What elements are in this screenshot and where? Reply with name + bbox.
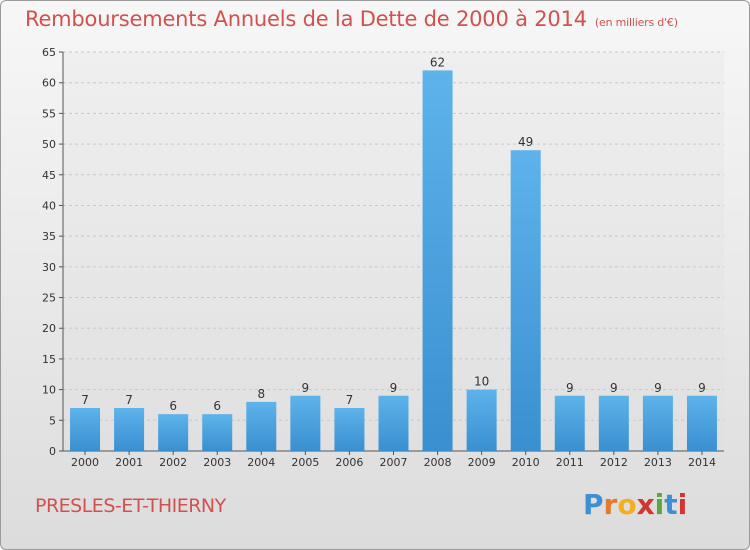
bar-2009 <box>466 389 497 451</box>
x-tick-label: 2011 <box>556 456 584 469</box>
x-tick-label: 2002 <box>159 456 187 469</box>
chart-title: Remboursements Annuels de la Dette de 20… <box>25 7 678 31</box>
bar-2014 <box>686 395 717 451</box>
y-tick-label: 40 <box>42 199 56 212</box>
y-tick-label: 45 <box>42 169 56 182</box>
bar-2001 <box>114 408 145 451</box>
bar-2003 <box>202 414 233 451</box>
title-unit-note: (en milliers d'€) <box>594 16 678 29</box>
logo-letter: t <box>664 488 678 521</box>
data-label: 7 <box>346 393 354 407</box>
commune-name: PRESLES-ET-THIERNY <box>35 495 226 517</box>
bar-2004 <box>246 401 277 451</box>
x-tick-label: 2007 <box>380 456 408 469</box>
x-tick-label: 2001 <box>115 456 143 469</box>
data-label: 8 <box>257 387 265 401</box>
x-tick-label: 2005 <box>291 456 319 469</box>
data-label: 7 <box>125 393 133 407</box>
x-tick-label: 2008 <box>424 456 452 469</box>
x-tick-label: 2013 <box>644 456 672 469</box>
y-tick-label: 10 <box>42 384 56 397</box>
x-tick-label: 2006 <box>335 456 363 469</box>
x-tick-label: 2004 <box>247 456 275 469</box>
bar-2006 <box>334 408 365 451</box>
logo-letter: P <box>583 488 604 521</box>
bar-2011 <box>554 395 585 451</box>
logo-letter: i <box>677 488 688 521</box>
bar-2013 <box>642 395 673 451</box>
y-tick-label: 20 <box>42 322 56 335</box>
data-label: 9 <box>654 381 662 395</box>
logo-letter: i <box>654 488 665 521</box>
bar-2008 <box>422 70 453 452</box>
data-label: 6 <box>213 399 221 413</box>
x-tick-label: 2012 <box>600 456 628 469</box>
data-label: 9 <box>390 381 398 395</box>
title-text: Remboursements Annuels de la Dette de 20… <box>25 7 587 31</box>
data-label: 62 <box>430 55 445 69</box>
y-tick-label: 5 <box>49 414 56 427</box>
data-label: 10 <box>474 375 489 389</box>
logo-letter: o <box>617 488 637 521</box>
x-tick-label: 2000 <box>71 456 99 469</box>
y-tick-label: 30 <box>42 261 56 274</box>
x-tick-label: 2003 <box>203 456 231 469</box>
y-tick-label: 65 <box>42 46 56 59</box>
data-label: 9 <box>566 381 574 395</box>
data-label: 9 <box>302 381 310 395</box>
data-label: 49 <box>518 135 533 149</box>
proxiti-logo: Proxiti <box>583 488 687 521</box>
y-tick-label: 0 <box>49 445 56 458</box>
y-tick-label: 50 <box>42 138 56 151</box>
bar-2000 <box>70 408 101 451</box>
logo-letter: x <box>636 488 655 521</box>
data-label: 9 <box>698 381 706 395</box>
data-label: 9 <box>610 381 618 395</box>
x-tick-label: 2010 <box>512 456 540 469</box>
x-tick-label: 2014 <box>688 456 716 469</box>
bar-2005 <box>290 395 321 451</box>
y-tick-label: 15 <box>42 353 56 366</box>
data-label: 6 <box>169 399 177 413</box>
y-tick-label: 25 <box>42 292 56 305</box>
plot-area <box>63 52 724 451</box>
bar-2010 <box>510 150 541 451</box>
y-tick-label: 60 <box>42 77 56 90</box>
bar-2007 <box>378 395 409 451</box>
x-tick-label: 2009 <box>468 456 496 469</box>
data-label: 7 <box>81 393 89 407</box>
bar-2012 <box>598 395 629 451</box>
y-tick-label: 55 <box>42 107 56 120</box>
y-tick-label: 35 <box>42 230 56 243</box>
bar-2002 <box>158 414 189 451</box>
logo-letter: r <box>603 488 618 521</box>
